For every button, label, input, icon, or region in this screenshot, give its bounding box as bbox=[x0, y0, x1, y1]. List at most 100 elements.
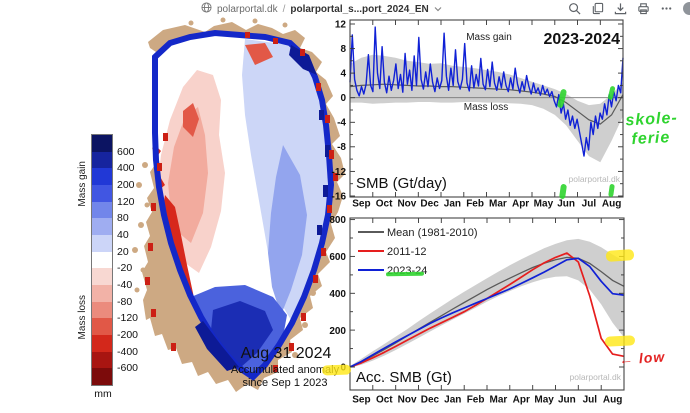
acc_smb_2023_24-line bbox=[349, 257, 625, 368]
x-tick-label: May bbox=[534, 199, 554, 210]
smb-daily-chart: 12 8 4 0 -4 -8 -12 -16 Sep Oct Nov Dec Jan Feb Mar Apr M… bbox=[332, 19, 624, 210]
anomaly-fields bbox=[155, 39, 328, 375]
y-tick-label: 8 bbox=[340, 44, 346, 55]
x-tick-label: Sep bbox=[352, 199, 370, 210]
y-tick-label: 800 bbox=[329, 215, 346, 226]
colorbar-loss-label: Mass loss bbox=[77, 295, 88, 340]
colorbar-tick-label: 200 bbox=[117, 179, 135, 191]
acc-smb-chart: 8006004002000SepOctNovDecJanFebMarAprMay… bbox=[329, 215, 625, 406]
annotation-school-line1: skole- bbox=[625, 109, 679, 130]
x-tick-label: Aug bbox=[603, 395, 622, 406]
x-tick-label: Jul bbox=[583, 395, 598, 406]
colorbar-band bbox=[92, 368, 112, 386]
colorbar-band bbox=[92, 135, 112, 152]
watermark: polarportal.dk bbox=[568, 174, 620, 184]
colorbar-tick-label: -80 bbox=[117, 295, 133, 308]
document-breadcrumb[interactable]: polarportal.dk / polarportal_s...port_20… bbox=[201, 2, 442, 16]
toolbar-actions bbox=[568, 2, 690, 15]
legend-label: Mean (1981-2010) bbox=[387, 227, 478, 239]
globe-icon bbox=[201, 2, 212, 16]
y-tick-label: 12 bbox=[335, 19, 347, 30]
coastal-islands bbox=[132, 17, 340, 358]
colorbar-tick-label: 120 bbox=[117, 195, 135, 208]
download-icon[interactable] bbox=[614, 2, 627, 15]
x-tick-label: Oct bbox=[376, 199, 393, 210]
colorbar-band bbox=[92, 335, 112, 352]
more-icon[interactable] bbox=[660, 2, 673, 15]
x-tick-label: Jul bbox=[582, 199, 597, 210]
y-tick-label: -16 bbox=[332, 191, 347, 202]
legend-underline-mark bbox=[385, 271, 425, 277]
highlight-band-end bbox=[604, 335, 636, 347]
mean_1981_2010-line bbox=[349, 83, 624, 125]
range_1981_2010-band bbox=[350, 54, 623, 163]
colorbar-band bbox=[92, 251, 112, 269]
x-tick-label: Dec bbox=[420, 199, 439, 210]
x-tick-label: Dec bbox=[421, 395, 440, 406]
colorbar-tick-label: 40 bbox=[117, 229, 129, 241]
colorbar-band bbox=[92, 268, 112, 286]
colorbar-tick-label: 600 bbox=[117, 145, 135, 158]
colorbar-band bbox=[92, 151, 112, 169]
mass-loss-annotation: Mass loss bbox=[464, 102, 508, 113]
plot-frame bbox=[349, 217, 625, 391]
season-title: 2023-2024 bbox=[543, 31, 620, 48]
map-date-label: Aug 31 2024 bbox=[240, 345, 332, 362]
avatar[interactable] bbox=[683, 2, 690, 15]
x-tick-label: Oct bbox=[376, 395, 393, 406]
copy-icon[interactable] bbox=[591, 2, 604, 15]
x-tick-label: Mar bbox=[490, 395, 508, 406]
colorbar-band bbox=[92, 285, 112, 302]
y-tick-label: 0 bbox=[340, 93, 346, 104]
map-caption-line2: since Sep 1 2023 bbox=[242, 377, 328, 389]
x-tick-label: Jun bbox=[557, 199, 575, 210]
search-icon[interactable] bbox=[568, 2, 581, 15]
x-tick-label: Feb bbox=[466, 199, 484, 210]
annotation-school-line2: ferie bbox=[631, 129, 671, 149]
toolbar: polarportal.dk / polarportal_s...port_20… bbox=[0, 0, 690, 17]
y-tick-label: -4 bbox=[337, 118, 346, 129]
colorbar-unit: mm bbox=[94, 388, 112, 400]
y-tick-label: -12 bbox=[332, 167, 347, 178]
colorbar-band bbox=[92, 201, 112, 219]
colorbar-tick-label: -600 bbox=[117, 362, 139, 375]
annotation-low: ← low bbox=[618, 348, 666, 368]
colorbar-bands bbox=[91, 134, 113, 386]
chart-ylabel: Acc. SMB (Gt) bbox=[356, 369, 452, 386]
breadcrumb-separator: / bbox=[282, 3, 286, 15]
colorbar-tick-label: 20 bbox=[117, 245, 129, 258]
colorbar-tick-label: 400 bbox=[117, 162, 135, 175]
plot-frame bbox=[349, 19, 624, 198]
print-icon[interactable] bbox=[637, 2, 650, 15]
x-tick-label: Nov bbox=[398, 395, 417, 406]
colorbar-band bbox=[92, 351, 112, 369]
colorbar-tick-label: -400 bbox=[117, 345, 139, 358]
x-tick-label: Apr bbox=[513, 395, 530, 406]
y-tick-label: 4 bbox=[340, 69, 346, 80]
colorbar-tick-label: -40 bbox=[117, 279, 133, 291]
x-tick-label: Apr bbox=[512, 199, 529, 210]
y-tick-label: 400 bbox=[329, 289, 346, 300]
margin-dark-patches bbox=[195, 45, 330, 371]
colorbar-band bbox=[92, 185, 112, 202]
ice-margin bbox=[152, 29, 335, 381]
map-colorbar: 600 400 200 120 80 40 20 -20 -40 -80 -120 -200 -400 -… bbox=[77, 134, 164, 403]
colorbar-band bbox=[92, 218, 112, 236]
x-tick-label: Feb bbox=[467, 395, 485, 406]
colorbar-band bbox=[92, 235, 112, 252]
greenland-smb-anomaly-map bbox=[132, 17, 345, 392]
chart-ylabel: SMB (Gt/day) bbox=[356, 175, 447, 192]
x-tick-label: Sep bbox=[352, 395, 370, 406]
colorbar-tick-label: -20 bbox=[117, 262, 133, 275]
x-tick-label: Aug bbox=[602, 199, 621, 210]
colorbar-tick-label: -200 bbox=[117, 329, 139, 341]
colorbar-band bbox=[92, 318, 112, 336]
site-name[interactable]: polarportal.dk bbox=[217, 3, 278, 15]
x-tick-label: Mar bbox=[489, 199, 507, 210]
document-name[interactable]: polarportal_s...port_2024_EN bbox=[290, 3, 429, 15]
chevron-down-icon[interactable] bbox=[434, 4, 442, 15]
margin-red-spots bbox=[145, 32, 338, 372]
smb_daily_2023_24-line bbox=[349, 26, 624, 157]
colorbar-tick-label: 80 bbox=[117, 212, 129, 225]
